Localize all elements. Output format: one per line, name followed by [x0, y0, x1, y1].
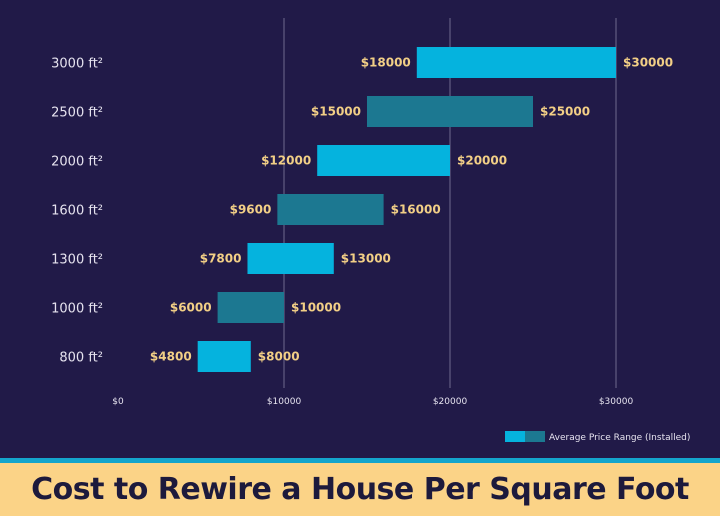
range-bar: [416, 47, 616, 78]
range-bars: [197, 47, 616, 372]
low-value-label: $6000: [170, 301, 212, 315]
legend: Average Price Range (Installed): [505, 431, 690, 443]
y-category-label: 1000 ft²: [51, 302, 103, 317]
y-category-label: 1600 ft²: [51, 204, 103, 219]
y-category-label: 1300 ft²: [51, 253, 103, 268]
y-category-label: 3000 ft²: [51, 57, 103, 72]
range-bar: [317, 145, 450, 176]
data-labels: $18000 $30000 $15000 $25000 $12000 $20000 $960…: [150, 56, 673, 364]
high-value-label: $20000: [457, 154, 507, 168]
low-value-label: $7800: [200, 252, 242, 266]
low-value-label: $15000: [311, 105, 361, 119]
high-value-label: $13000: [341, 252, 391, 266]
chart-area: 3000 ft² 2500 ft² 2000 ft² 1600 ft² 1300 ft²…: [51, 18, 690, 443]
x-tick-label: $20000: [433, 397, 468, 407]
range-bar: [277, 194, 384, 225]
high-value-label: $16000: [391, 203, 441, 217]
x-tick-label: $10000: [267, 397, 302, 407]
range-bar: [197, 341, 251, 372]
range-bar: [247, 243, 334, 274]
x-tick-label: $0: [112, 397, 124, 407]
y-category-label: 2500 ft²: [51, 106, 103, 121]
x-axis-ticks: $0 $10000 $20000 $30000: [112, 397, 633, 407]
legend-swatch-light: [505, 431, 525, 442]
x-tick-label: $30000: [599, 397, 634, 407]
title-accent-line: [0, 458, 720, 463]
high-value-label: $8000: [258, 350, 300, 364]
low-value-label: $4800: [150, 350, 192, 364]
legend-swatch-dark: [525, 431, 545, 442]
high-value-label: $10000: [291, 301, 341, 315]
y-category-label: 800 ft²: [59, 351, 103, 366]
low-value-label: $9600: [230, 203, 272, 217]
y-axis-labels: 3000 ft² 2500 ft² 2000 ft² 1600 ft² 1300 ft²…: [51, 57, 103, 366]
low-value-label: $12000: [261, 154, 311, 168]
y-category-label: 2000 ft²: [51, 155, 103, 170]
high-value-label: $30000: [623, 56, 673, 70]
low-value-label: $18000: [361, 56, 411, 70]
title-band: Cost to Rewire a House Per Square Foot: [0, 463, 720, 516]
range-bar: [367, 96, 533, 127]
range-bar: [217, 292, 284, 323]
chart-title: Cost to Rewire a House Per Square Foot: [31, 472, 689, 507]
legend-label: Average Price Range (Installed): [549, 433, 690, 443]
high-value-label: $25000: [540, 105, 590, 119]
